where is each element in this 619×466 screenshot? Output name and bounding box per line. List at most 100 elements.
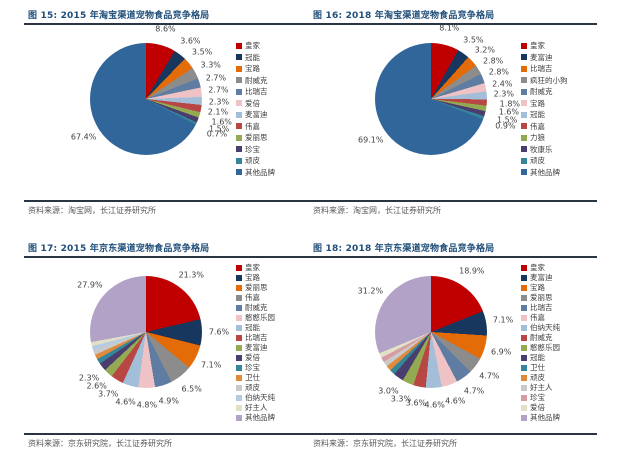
- legend-item: 耐威克: [521, 87, 595, 96]
- pie-slice-label: 1.6%: [498, 107, 520, 117]
- legend-swatch-icon: [521, 54, 527, 60]
- legend-item: 伟嘉: [521, 122, 595, 131]
- legend-swatch-icon: [521, 334, 527, 341]
- legend-label: 麦富迪: [245, 343, 268, 352]
- legend-item: 比瑞吉: [236, 333, 310, 342]
- pie-slice-label: 4.8%: [136, 400, 158, 410]
- pie-slice-label: 4.7%: [463, 386, 485, 396]
- legend-swatch-icon: [521, 134, 527, 141]
- legend-swatch-icon: [236, 134, 242, 141]
- figure-panel-16: 图 16: 2018 年淘宝渠道宠物食品竞争格局 皇家 麦富迪 比瑞吉 疯狂的小狗 耐威…: [309, 4, 597, 230]
- figure-title: 图 17: 2015 年京东渠道宠物食品竞争格局: [28, 244, 210, 254]
- source-divider: [24, 433, 312, 435]
- legend-swatch-icon: [236, 404, 242, 411]
- legend-item: 憨憨乐园: [521, 343, 595, 352]
- pie-slice-label: 4.7%: [479, 371, 500, 381]
- legend-swatch-icon: [236, 374, 242, 381]
- legend-label: 珍宝: [245, 363, 260, 372]
- legend-label: 卫仕: [245, 373, 260, 382]
- legend-label: 爱倍: [245, 98, 260, 108]
- legend-item: 其他品牌: [236, 168, 310, 177]
- legend-item: 比瑞吉: [521, 64, 595, 73]
- legend-item: 宝路: [521, 98, 595, 108]
- legend-label: 皇家: [530, 263, 545, 272]
- legend-swatch-icon: [236, 284, 242, 291]
- legend-label: 伟嘉: [530, 313, 545, 322]
- legend-item: 珍宝: [236, 144, 310, 154]
- pie-slice-label: 7.1%: [492, 315, 514, 325]
- legend-label: 爱倍: [245, 353, 260, 362]
- legend-item: 疯狂的小狗: [521, 76, 595, 85]
- pie-slice-label: 4.6%: [115, 397, 136, 407]
- pie-slice-label: 1.5%: [497, 115, 518, 125]
- legend-label: 憨憨乐园: [530, 343, 560, 352]
- legend-swatch-icon: [521, 77, 527, 83]
- legend-swatch-icon: [521, 169, 527, 175]
- legend-swatch-icon: [236, 414, 242, 421]
- legend-item: 其他品牌: [521, 168, 595, 177]
- legend-label: 好主人: [245, 403, 268, 412]
- legend-item: 牧康乐: [521, 145, 595, 154]
- pie-slice-label: 31.2%: [357, 286, 384, 296]
- legend-swatch-icon: [236, 88, 242, 95]
- pie-slice-label: 2.6%: [86, 381, 107, 391]
- pie-chart: [90, 276, 202, 388]
- legend-item: 伟嘉: [521, 313, 595, 322]
- legend-label: 皇家: [245, 41, 260, 50]
- pie-slice-label: 2.8%: [482, 56, 504, 66]
- legend-swatch-icon: [521, 394, 527, 401]
- legend-swatch-icon: [236, 344, 242, 351]
- legend-label: 麦富迪: [530, 273, 553, 282]
- legend-label: 爱丽思: [245, 283, 268, 292]
- legend-swatch-icon: [236, 294, 242, 301]
- legend-item: 伟嘉: [236, 122, 310, 131]
- legend-swatch-icon: [521, 146, 527, 152]
- legend-swatch-icon: [236, 77, 242, 83]
- legend-label: 爱丽思: [530, 293, 553, 302]
- legend-swatch-icon: [521, 123, 527, 129]
- source-divider: [309, 200, 597, 202]
- source-divider: [309, 433, 597, 435]
- legend-label: 耐威克: [245, 303, 268, 312]
- legend-item: 爱倍: [521, 403, 595, 412]
- legend-item: 比瑞吉: [521, 303, 595, 312]
- legend-label: 麦富迪: [530, 52, 553, 62]
- legend-label: 爱丽思: [245, 133, 268, 142]
- legend-item: 卫仕: [236, 373, 310, 382]
- legend-swatch-icon: [521, 294, 527, 301]
- legend-swatch-icon: [236, 169, 242, 175]
- legend-swatch-icon: [521, 324, 527, 331]
- legend-label: 伟嘉: [245, 293, 260, 302]
- legend-item: 宝路: [236, 273, 310, 282]
- legend-swatch-icon: [236, 146, 242, 152]
- pie-slice-label: 6.9%: [490, 347, 512, 357]
- legend-label: 比瑞吉: [530, 64, 553, 73]
- pie-slice-label: 3.5%: [463, 35, 484, 45]
- pie-slice-label: 0.9%: [495, 121, 516, 131]
- legend-label: 宝路: [530, 283, 545, 292]
- legend-swatch-icon: [521, 284, 527, 291]
- legend-item: 皇家: [521, 41, 595, 50]
- figure-title: 图 18: 2018 年京东渠道宠物食品竞争格局: [313, 244, 495, 254]
- figure-source: 资料来源：京东研究院，长江证券研究所: [313, 439, 457, 448]
- pie-area: 皇家 麦富迪 宝路 爱丽思 比瑞吉 伟嘉 伯纳天纯 耐威克 憨憨乐园 冠能 卫仕 顽皮 好主人 珍宝 爱倍其…: [309, 259, 597, 429]
- legend-item: 爱倍: [236, 98, 310, 108]
- legend-label: 耐威克: [530, 333, 553, 342]
- legend-swatch-icon: [521, 100, 527, 106]
- pie-slice-label: 67.4%: [70, 132, 97, 142]
- pie-slice-label: 27.9%: [77, 280, 103, 290]
- legend-item: 耐威克: [236, 75, 310, 85]
- legend-label: 宝路: [530, 98, 545, 108]
- legend: 皇家 冠能 宝路 耐威克 比瑞吉 爱倍 麦富迪 伟嘉 爱丽思 珍宝 顽皮 其他品牌: [236, 41, 310, 180]
- legend-label: 力狼: [530, 133, 545, 142]
- figure-source: 资料来源：淘宝网，长江证券研究所: [28, 206, 156, 215]
- pie-slice-label: 7.1%: [200, 360, 222, 370]
- legend-swatch-icon: [236, 123, 242, 129]
- legend-label: 珍宝: [245, 144, 260, 154]
- legend-label: 耐威克: [245, 75, 268, 85]
- legend-item: 力狼: [521, 133, 595, 142]
- pie-slice-label: 7.6%: [208, 327, 230, 337]
- legend-swatch-icon: [521, 274, 527, 281]
- legend-swatch-icon: [521, 384, 527, 391]
- pie-slice-label: 3.3%: [390, 394, 412, 404]
